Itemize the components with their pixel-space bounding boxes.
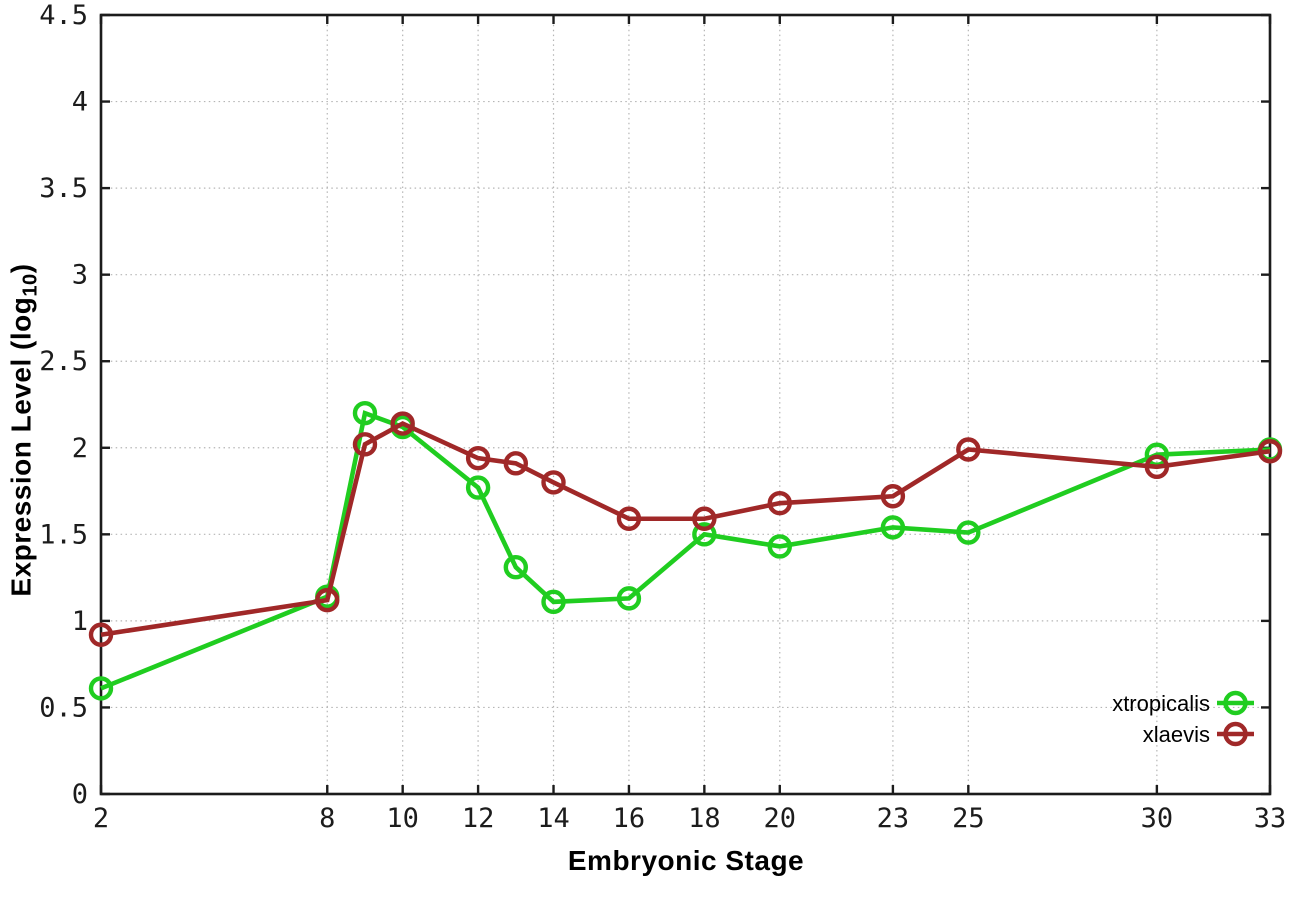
x-tick-label: 12 <box>462 803 495 834</box>
x-tick-label: 23 <box>877 803 910 834</box>
data-point-xlaevis <box>352 432 378 457</box>
data-point-xlaevis <box>1257 439 1283 464</box>
data-point-xlaevis <box>767 490 792 516</box>
x-tick-label: 2 <box>93 803 109 834</box>
data-point-xlaevis <box>541 470 566 495</box>
data-point-xlaevis <box>616 506 642 531</box>
series-line-xlaevis <box>100 420 1271 638</box>
data-point-xlaevis <box>956 437 981 462</box>
x-tick-label: 8 <box>319 803 335 834</box>
data-point-xlaevis <box>390 411 415 436</box>
data-point-xlaevis <box>880 484 906 509</box>
y-tick-label: 1.5 <box>39 519 88 550</box>
data-point-xlaevis <box>315 587 340 613</box>
data-point-xtropicalis <box>956 520 981 545</box>
y-axis-title-subscript: 10 <box>19 273 42 297</box>
legend-marker-xtropicalis <box>1223 690 1248 716</box>
data-point-xlaevis <box>503 451 529 476</box>
y-tick-label: 2 <box>72 433 88 464</box>
y-tick-label: 0 <box>72 779 88 810</box>
x-tick-label: 25 <box>952 803 985 834</box>
legend-label-xtropicalis: xtropicalis <box>1112 691 1210 716</box>
y-tick-label: 3 <box>72 260 88 291</box>
data-point-xtropicalis <box>692 522 717 547</box>
y-axis-title-close: ) <box>5 263 37 274</box>
data-point-xlaevis <box>692 506 717 531</box>
x-tick-label: 30 <box>1141 803 1174 834</box>
x-tick-label: 10 <box>386 803 419 834</box>
data-point-xtropicalis <box>880 515 906 540</box>
data-point-xtropicalis <box>616 586 642 611</box>
y-tick-label: 4.5 <box>39 0 88 31</box>
y-axis-title-text: Expression Level (log <box>5 296 37 597</box>
series-line-xtropicalis <box>100 410 1271 691</box>
x-tick-label: 16 <box>613 803 646 834</box>
y-axis-title: Expression Level (log10) <box>6 263 43 596</box>
y-tick-label: 1 <box>72 606 88 637</box>
x-tick-label: 33 <box>1254 803 1287 834</box>
data-point-xtropicalis <box>541 589 566 615</box>
x-tick-label: 18 <box>688 803 721 834</box>
data-point-xtropicalis <box>503 555 529 580</box>
y-tick-label: 4 <box>72 87 88 118</box>
x-tick-label: 14 <box>537 803 570 834</box>
y-tick-label: 3.5 <box>39 173 88 204</box>
y-tick-label: 2.5 <box>39 346 88 377</box>
data-point-xtropicalis <box>465 475 491 500</box>
data-point-xlaevis <box>1144 454 1170 480</box>
y-tick-label: 0.5 <box>39 692 88 723</box>
data-point-xtropicalis <box>767 534 792 559</box>
legend-marker-xlaevis <box>1223 721 1248 747</box>
data-point-xlaevis <box>88 622 114 647</box>
x-tick-label: 20 <box>764 803 797 834</box>
x-axis-title: Embryonic Stage <box>567 845 805 876</box>
legend-label-xlaevis: xlaevis <box>1143 722 1210 747</box>
data-point-xlaevis <box>465 445 491 471</box>
plot-border <box>99 13 1272 796</box>
data-point-xtropicalis <box>352 400 378 426</box>
data-point-xtropicalis <box>88 676 114 701</box>
